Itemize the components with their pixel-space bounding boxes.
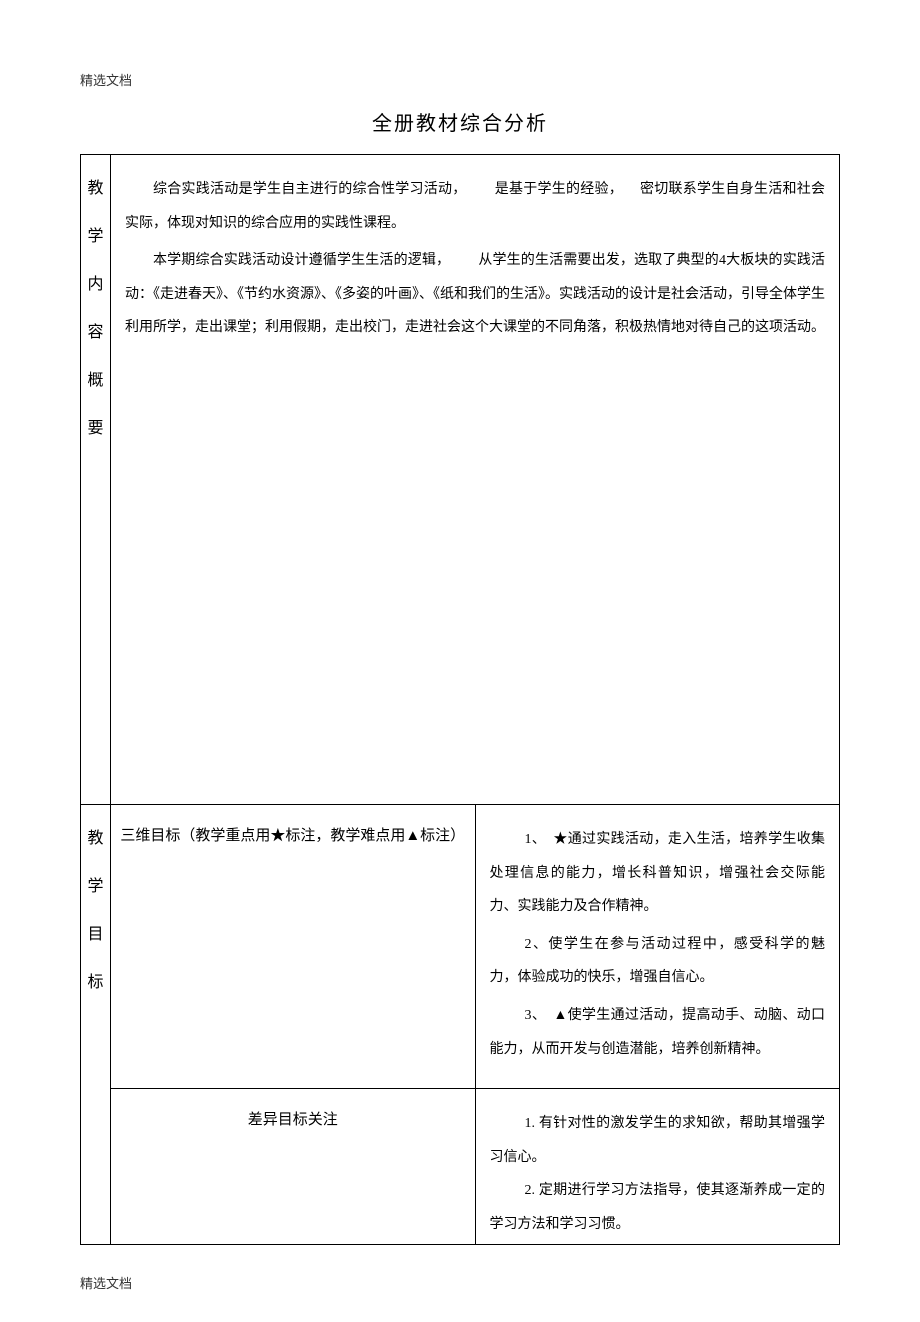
header-label: 精选文档 [80,70,840,89]
section1-content: 综合实践活动是学生自主进行的综合性学习活动，是基于学生的经验，密切联系学生自身生… [111,155,840,805]
section2-sub1-label: 三维目标（教学重点用★标注，教学难点用▲标注） [111,805,476,1089]
label-char: 容 [85,309,106,357]
label-char: 教 [85,165,106,213]
goal-item: 3、 ▲使学生通过活动，提高动手、动脑、动口能力，从而开发与创造潜能，培养创新精… [490,999,826,1066]
section2-row2: 差异目标关注 1. 有针对性的激发学生的求知欲，帮助其增强学习信心。 2. 定期… [81,1089,840,1244]
label-char: 教 [85,815,106,863]
label-char: 内 [85,261,106,309]
diff-item: 1. 有针对性的激发学生的求知欲，帮助其增强学习信心。 [490,1107,826,1174]
section1-row: 教 学 内 容 概 要 综合实践活动是学生自主进行的综合性学习活动， 是基于学生的… [81,155,840,805]
section2-row1: 教 学 目 标 三维目标（教学重点用★标注，教学难点用▲标注） 1、 ★通过实践… [81,805,840,1089]
main-table: 教 学 内 容 概 要 综合实践活动是学生自主进行的综合性学习活动， 是基于学生的… [80,154,840,1245]
text-fragment: 综合实践活动是学生自主进行的综合性学习活动， [153,182,466,197]
label-char: 学 [85,213,106,261]
section2-sub2-content: 1. 有针对性的激发学生的求知欲，帮助其增强学习信心。 2. 定期进行学习方法指… [475,1089,840,1244]
page-title: 全册教材综合分析 [80,107,840,136]
section2-label: 教 学 目 标 [81,805,111,1245]
goal-item: 1、 ★通过实践活动，走入生活，培养学生收集处理信息的能力，增长科普知识，增强社… [490,823,826,924]
section1-para2: 本学期综合实践活动设计遵循学生生活的逻辑，从学生的生活需要出发，选取了典型的4大… [125,244,825,345]
label-char: 标 [85,959,106,1007]
goal-item: 2、使学生在参与活动过程中，感受科学的魅力，体验成功的快乐，增强自信心。 [490,928,826,995]
section2-sub1-content: 1、 ★通过实践活动，走入生活，培养学生收集处理信息的能力，增长科普知识，增强社… [475,805,840,1089]
label-char: 概 [85,357,106,405]
diff-item: 2. 定期进行学习方法指导，使其逐渐养成一定的学习方法和学习习惯。 [490,1174,826,1241]
text-fragment: 是基于学生的经验， [494,182,623,197]
section1-label: 教 学 内 容 概 要 [81,155,111,805]
label-char: 学 [85,863,106,911]
label-char: 目 [85,911,106,959]
section2-sub2-label: 差异目标关注 [111,1089,476,1244]
footer-label: 精选文档 [80,1273,840,1292]
label-char: 要 [85,405,106,453]
section1-para1: 综合实践活动是学生自主进行的综合性学习活动，是基于学生的经验，密切联系学生自身生… [125,173,825,240]
text-fragment: 本学期综合实践活动设计遵循学生生活的逻辑， [153,253,450,268]
